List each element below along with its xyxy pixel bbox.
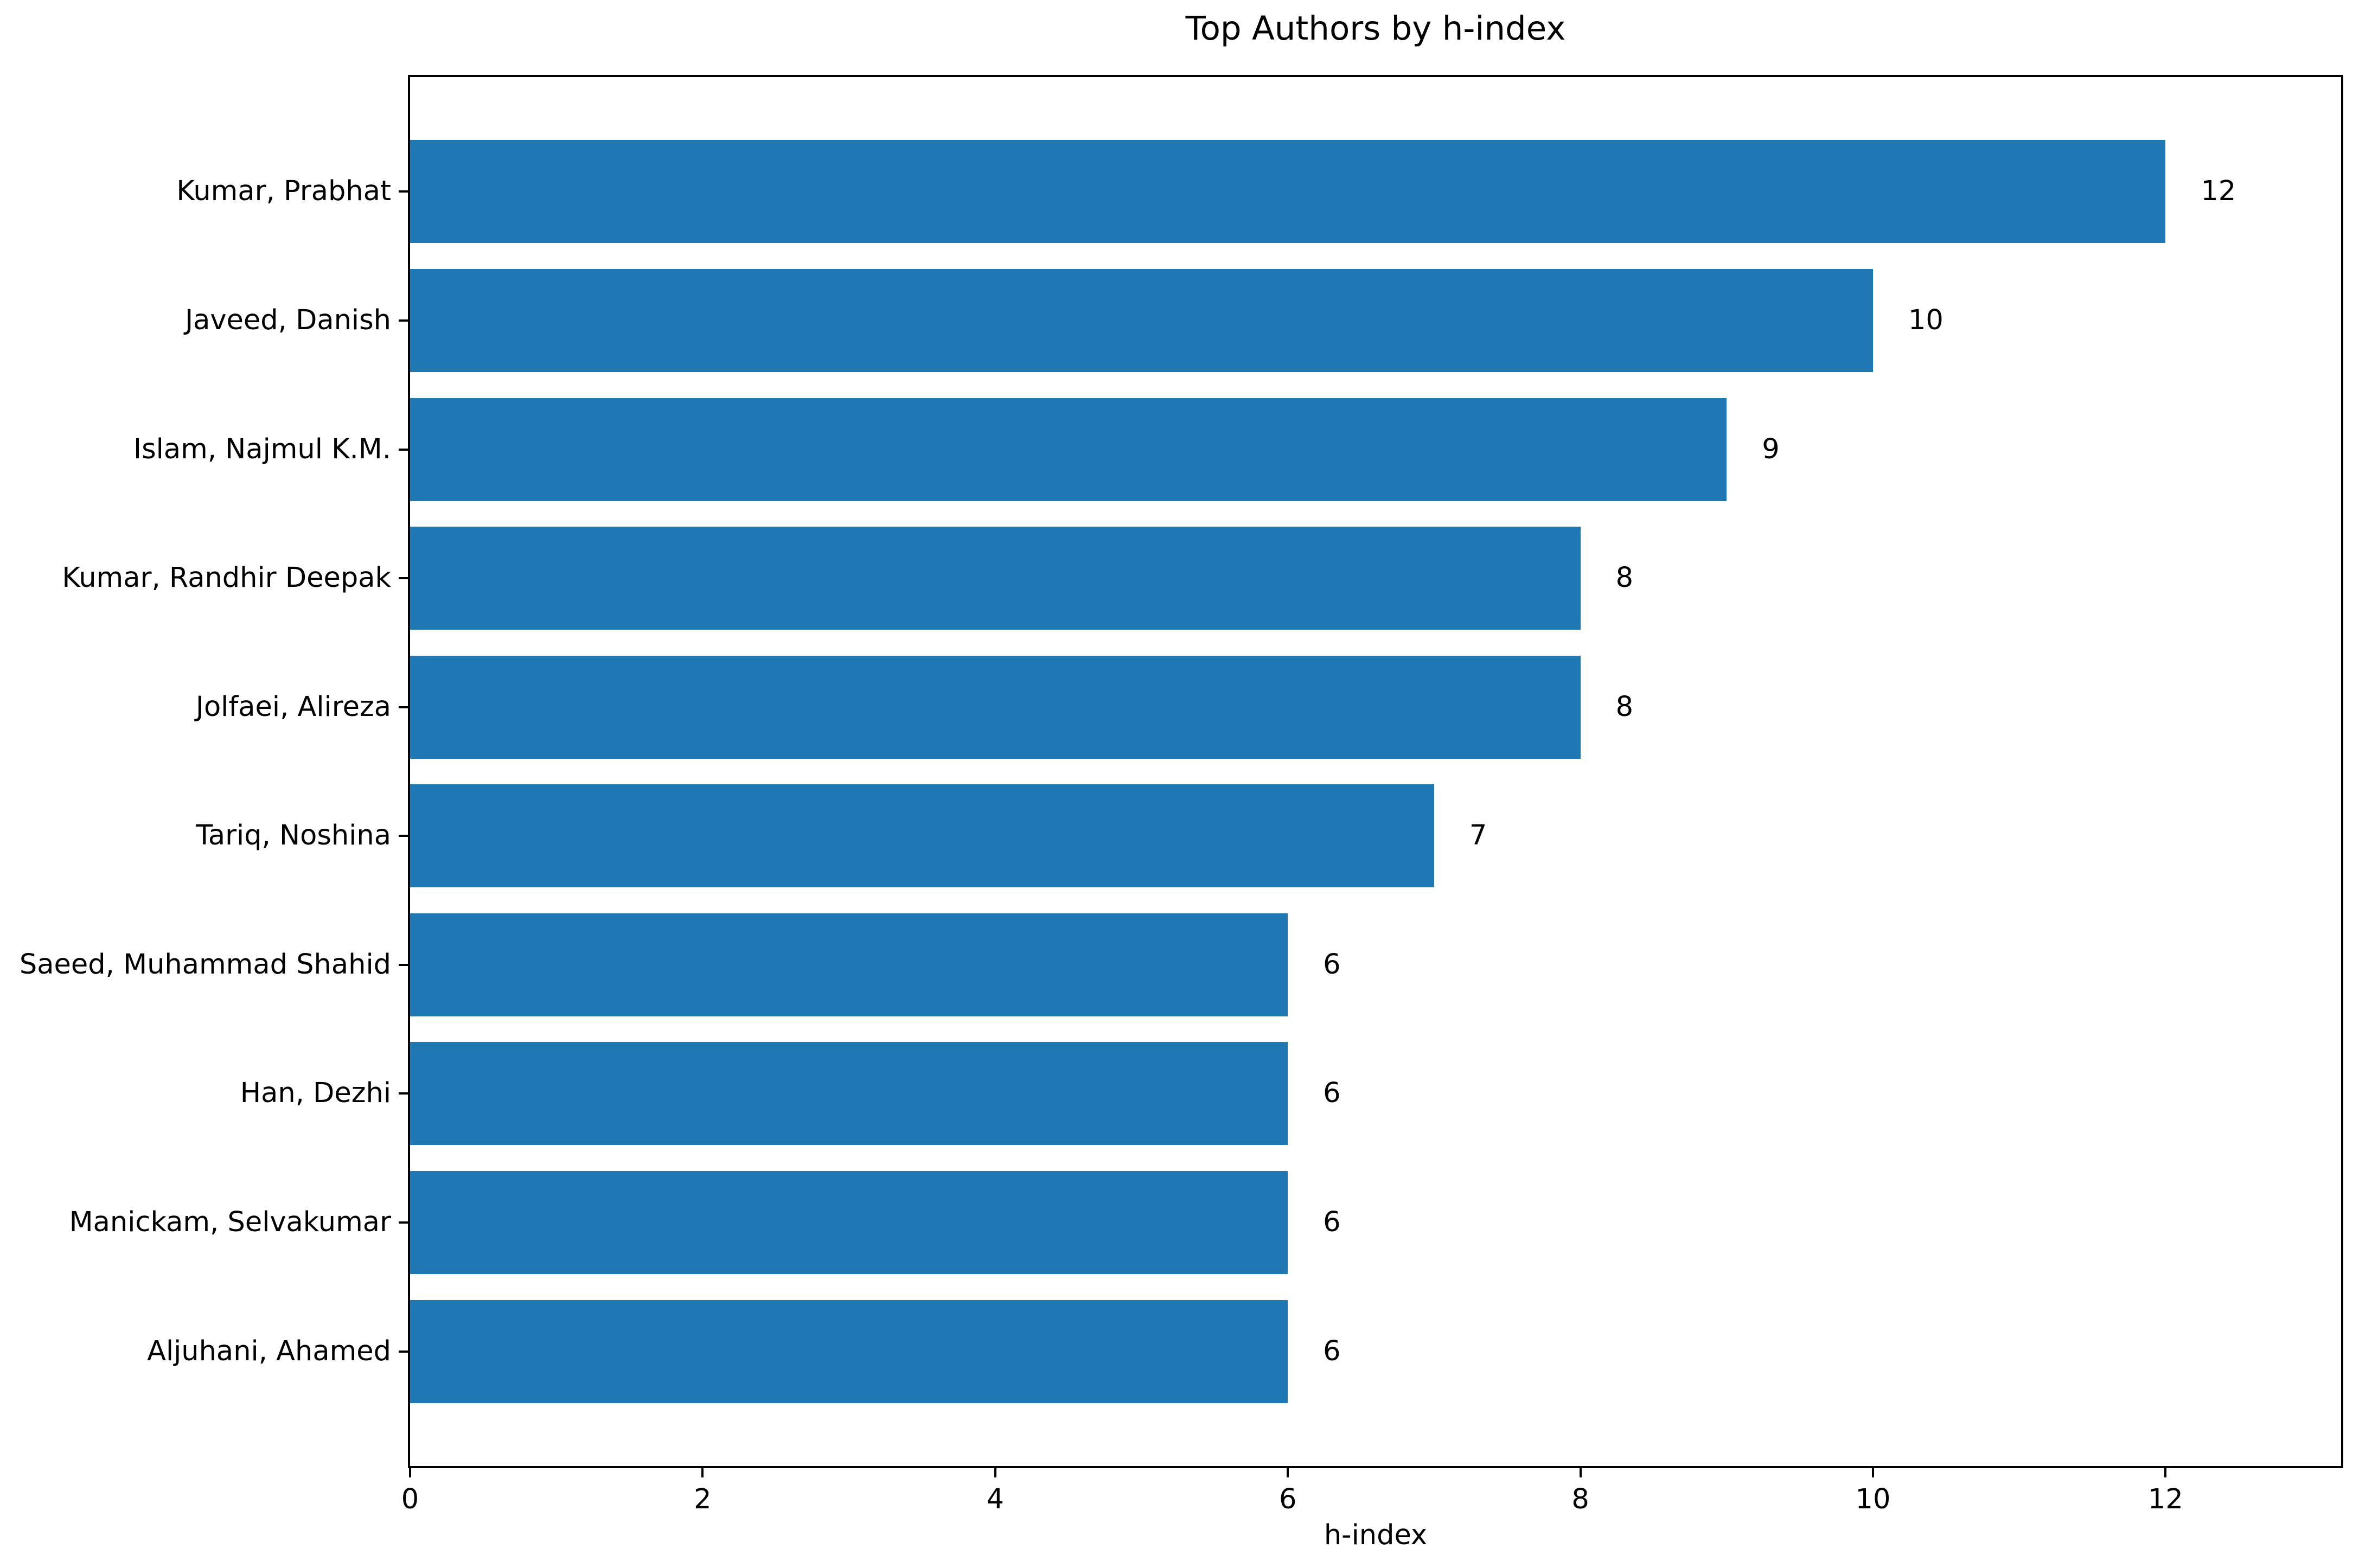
- x-tick-mark: [994, 1468, 996, 1477]
- y-tick-label: Jolfaei, Alireza: [195, 690, 391, 723]
- bar: [410, 140, 2166, 244]
- y-tick-mark: [399, 835, 408, 837]
- x-axis-label: h-index: [1324, 1519, 1428, 1551]
- y-tick-label: Manickam, Selvakumar: [69, 1206, 391, 1238]
- x-tick-label: 6: [1278, 1483, 1297, 1515]
- y-tick-mark: [399, 319, 408, 322]
- y-tick-label: Kumar, Randhir Deepak: [62, 562, 391, 594]
- y-tick-label: Aljuhani, Ahamed: [147, 1335, 391, 1367]
- x-tick-mark: [1871, 1468, 1874, 1477]
- x-tick-mark: [2164, 1468, 2167, 1477]
- bar: [410, 268, 1873, 373]
- bar: [410, 1042, 1288, 1145]
- x-tick-mark: [1579, 1468, 1582, 1477]
- y-tick-mark: [399, 706, 408, 708]
- x-tick-mark: [1287, 1468, 1289, 1477]
- bar-value-label: 6: [1323, 1335, 1341, 1367]
- y-tick-mark: [399, 448, 408, 451]
- x-tick-mark: [409, 1468, 411, 1477]
- y-tick-mark: [399, 1092, 408, 1095]
- x-tick-label: 0: [401, 1483, 419, 1515]
- bar-value-label: 7: [1469, 820, 1487, 852]
- bar-value-label: 6: [1323, 948, 1341, 981]
- bar-value-label: 8: [1615, 562, 1634, 594]
- bar: [410, 527, 1581, 630]
- x-tick-label: 4: [986, 1483, 1004, 1515]
- bar: [410, 1300, 1288, 1403]
- y-tick-mark: [399, 1221, 408, 1224]
- x-tick-label: 10: [1855, 1483, 1891, 1515]
- plot-area: 12 10 9 8 8 7 6 6 6 6: [408, 75, 2343, 1468]
- y-tick-mark: [399, 1350, 408, 1353]
- y-tick-label: Tariq, Noshina: [196, 820, 391, 852]
- y-tick-mark: [399, 577, 408, 580]
- bar-value-label: 6: [1323, 1206, 1341, 1238]
- y-tick-label: Islam, Najmul K.M.: [133, 433, 391, 465]
- bar: [410, 398, 1727, 501]
- bar: [410, 1170, 1288, 1274]
- bar-value-label: 6: [1323, 1077, 1341, 1110]
- y-tick-label: Han, Dezhi: [240, 1077, 391, 1110]
- chart-title: Top Authors by h-index: [1185, 9, 1566, 48]
- bar: [410, 913, 1288, 1016]
- bar-value-label: 12: [2201, 175, 2236, 208]
- x-tick-label: 12: [2147, 1483, 2183, 1515]
- bar-value-label: 9: [1762, 433, 1780, 465]
- bar-value-label: 10: [1908, 304, 1944, 336]
- x-tick-mark: [701, 1468, 704, 1477]
- y-tick-label: Javeed, Danish: [185, 304, 391, 336]
- y-tick-mark: [399, 190, 408, 193]
- x-tick-label: 8: [1571, 1483, 1589, 1515]
- y-tick-mark: [399, 963, 408, 966]
- y-tick-label: Saeed, Muhammad Shahid: [19, 948, 391, 981]
- bar-value-label: 8: [1615, 690, 1634, 723]
- bar: [410, 655, 1581, 759]
- y-tick-label: Kumar, Prabhat: [176, 175, 391, 208]
- bar: [410, 784, 1434, 888]
- x-tick-label: 2: [694, 1483, 712, 1515]
